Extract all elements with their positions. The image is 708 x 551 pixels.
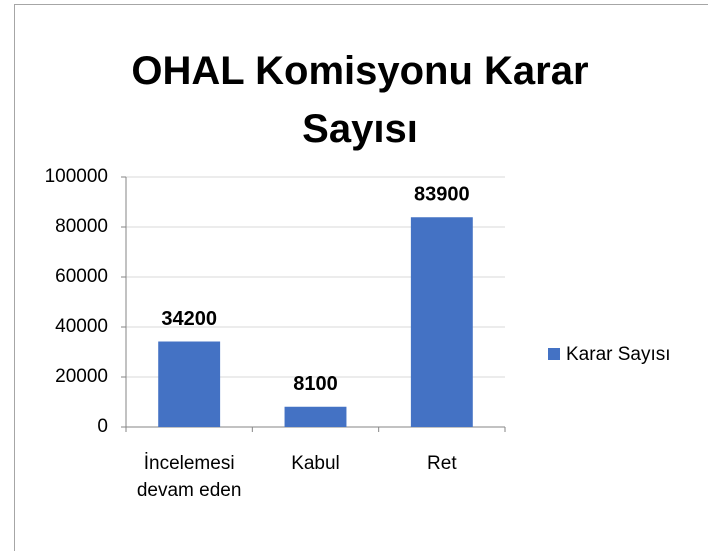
x-tick-label: Kabul <box>291 453 340 474</box>
legend-label: Karar Sayısı <box>566 344 671 365</box>
x-tick-label: İncelemesi devam eden <box>136 453 242 501</box>
y-tick-label: 0 <box>97 416 108 437</box>
x-tick-label: Ret <box>427 453 457 474</box>
data-label: 8100 <box>293 373 338 395</box>
data-label: 34200 <box>161 308 217 330</box>
bar <box>410 217 473 427</box>
y-tick-label: 60000 <box>55 266 108 287</box>
bar <box>158 341 221 427</box>
chart-border <box>14 4 708 551</box>
data-label: 83900 <box>414 184 470 206</box>
y-tick-label: 20000 <box>55 366 108 387</box>
chart-title: OHAL Komisyonu Karar Sayısı <box>131 49 589 151</box>
bar <box>284 406 347 427</box>
y-tick-label: 100000 <box>45 166 108 187</box>
y-tick-label: 80000 <box>55 216 108 237</box>
legend-swatch <box>548 348 560 360</box>
y-tick-label: 40000 <box>55 316 108 337</box>
